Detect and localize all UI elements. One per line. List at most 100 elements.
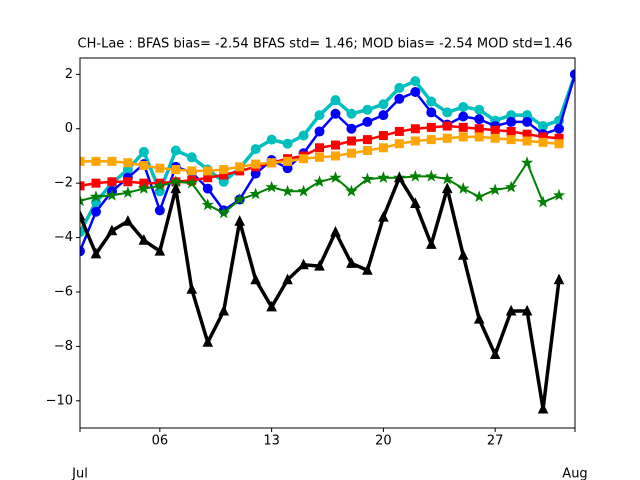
point: [80, 227, 85, 238]
y-tick-label: −2: [54, 176, 73, 191]
point: [202, 183, 213, 194]
point: [106, 224, 118, 236]
point: [538, 137, 548, 147]
point: [426, 122, 436, 132]
point: [378, 99, 389, 110]
point: [153, 179, 167, 192]
point: [121, 186, 135, 198]
point: [410, 136, 420, 146]
point: [80, 156, 85, 166]
point: [299, 154, 309, 164]
point: [89, 190, 103, 203]
point: [346, 257, 357, 268]
point: [506, 126, 516, 136]
point: [489, 348, 501, 360]
point: [361, 172, 374, 185]
point: [457, 249, 469, 260]
point: [458, 111, 469, 122]
point: [394, 93, 405, 104]
point: [410, 124, 420, 134]
point: [315, 152, 325, 162]
point: [251, 159, 261, 169]
point: [250, 273, 261, 285]
point: [345, 184, 358, 197]
point: [394, 171, 405, 183]
point: [170, 182, 182, 194]
point: [425, 169, 438, 182]
point: [473, 313, 485, 324]
point: [201, 198, 214, 211]
point: [107, 156, 117, 166]
point: [250, 144, 261, 155]
point: [488, 183, 502, 196]
point: [426, 135, 436, 145]
point: [80, 194, 87, 207]
point: [139, 160, 149, 170]
point: [394, 82, 405, 93]
point: [442, 133, 452, 143]
point: [554, 139, 564, 149]
point: [538, 121, 549, 132]
point: [235, 162, 245, 172]
point: [218, 304, 230, 316]
point: [314, 110, 325, 121]
point: [490, 125, 500, 135]
point: [186, 283, 198, 294]
point: [458, 101, 469, 112]
point: [409, 169, 422, 182]
point: [457, 182, 470, 194]
point: [474, 114, 485, 125]
point: [281, 184, 294, 197]
point: [552, 188, 566, 201]
point: [155, 163, 165, 173]
point: [282, 138, 293, 149]
point: [122, 215, 134, 226]
point: [219, 165, 229, 175]
point: [554, 123, 565, 134]
point: [314, 260, 325, 271]
point: [346, 148, 356, 158]
point: [298, 130, 309, 141]
point: [249, 187, 262, 200]
point: [490, 133, 500, 143]
y-tick-label: −8: [54, 339, 73, 354]
point: [330, 225, 341, 237]
point: [297, 184, 310, 197]
point: [520, 156, 534, 169]
point: [410, 76, 421, 87]
point: [410, 197, 421, 209]
point: [441, 172, 454, 185]
point: [394, 139, 404, 149]
point: [123, 158, 133, 168]
point: [330, 95, 341, 106]
point: [138, 146, 149, 157]
x-month-label: Aug: [562, 467, 587, 480]
point: [266, 134, 277, 145]
y-tick-label: −10: [46, 393, 73, 408]
point: [267, 158, 277, 168]
point: [266, 300, 277, 312]
point: [505, 304, 517, 316]
x-tick-label: 13: [263, 434, 280, 449]
plot-area: [80, 69, 575, 414]
point: [330, 151, 340, 161]
point: [298, 258, 309, 270]
point: [202, 336, 214, 347]
point: [80, 246, 85, 257]
x-tick-label: 20: [375, 434, 392, 449]
point: [553, 273, 565, 285]
point: [282, 273, 293, 285]
point: [442, 121, 452, 131]
point: [458, 122, 468, 132]
point: [426, 107, 437, 118]
point: [203, 166, 213, 176]
point: [313, 175, 326, 188]
point: [154, 205, 165, 216]
point: [474, 104, 485, 115]
point: [187, 166, 197, 176]
point: [441, 182, 453, 194]
point: [522, 136, 532, 146]
y-tick-label: −4: [54, 230, 73, 245]
x-month-label: Jul: [71, 467, 88, 480]
